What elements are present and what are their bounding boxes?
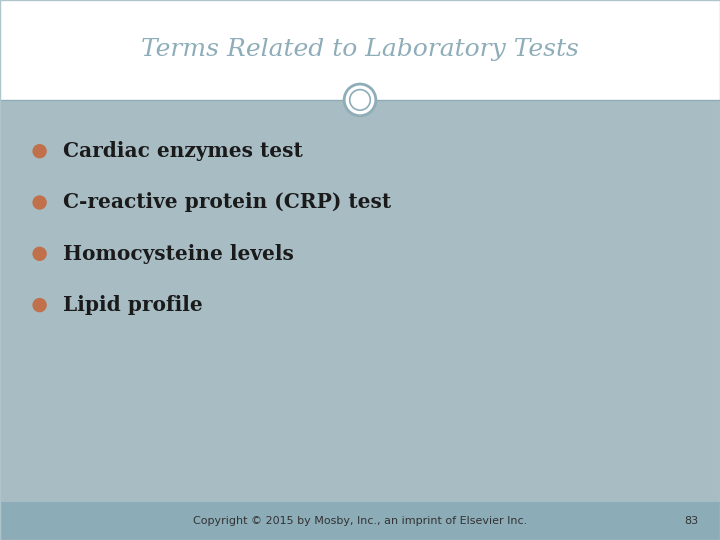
Text: Terms Related to Laboratory Tests: Terms Related to Laboratory Tests [141, 38, 579, 62]
Text: C-reactive protein (CRP) test: C-reactive protein (CRP) test [63, 192, 392, 213]
Ellipse shape [32, 247, 47, 261]
Bar [0, 502, 720, 540]
Text: Lipid profile: Lipid profile [63, 295, 203, 315]
Bar [0, 0, 720, 100]
Ellipse shape [32, 298, 47, 312]
Ellipse shape [350, 90, 370, 110]
Ellipse shape [32, 144, 47, 158]
Text: Homocysteine levels: Homocysteine levels [63, 244, 294, 264]
Text: 83: 83 [684, 516, 698, 526]
Ellipse shape [32, 195, 47, 210]
Ellipse shape [344, 84, 376, 116]
Text: Cardiac enzymes test: Cardiac enzymes test [63, 141, 303, 161]
Text: Copyright © 2015 by Mosby, Inc., an imprint of Elsevier Inc.: Copyright © 2015 by Mosby, Inc., an impr… [193, 516, 527, 526]
